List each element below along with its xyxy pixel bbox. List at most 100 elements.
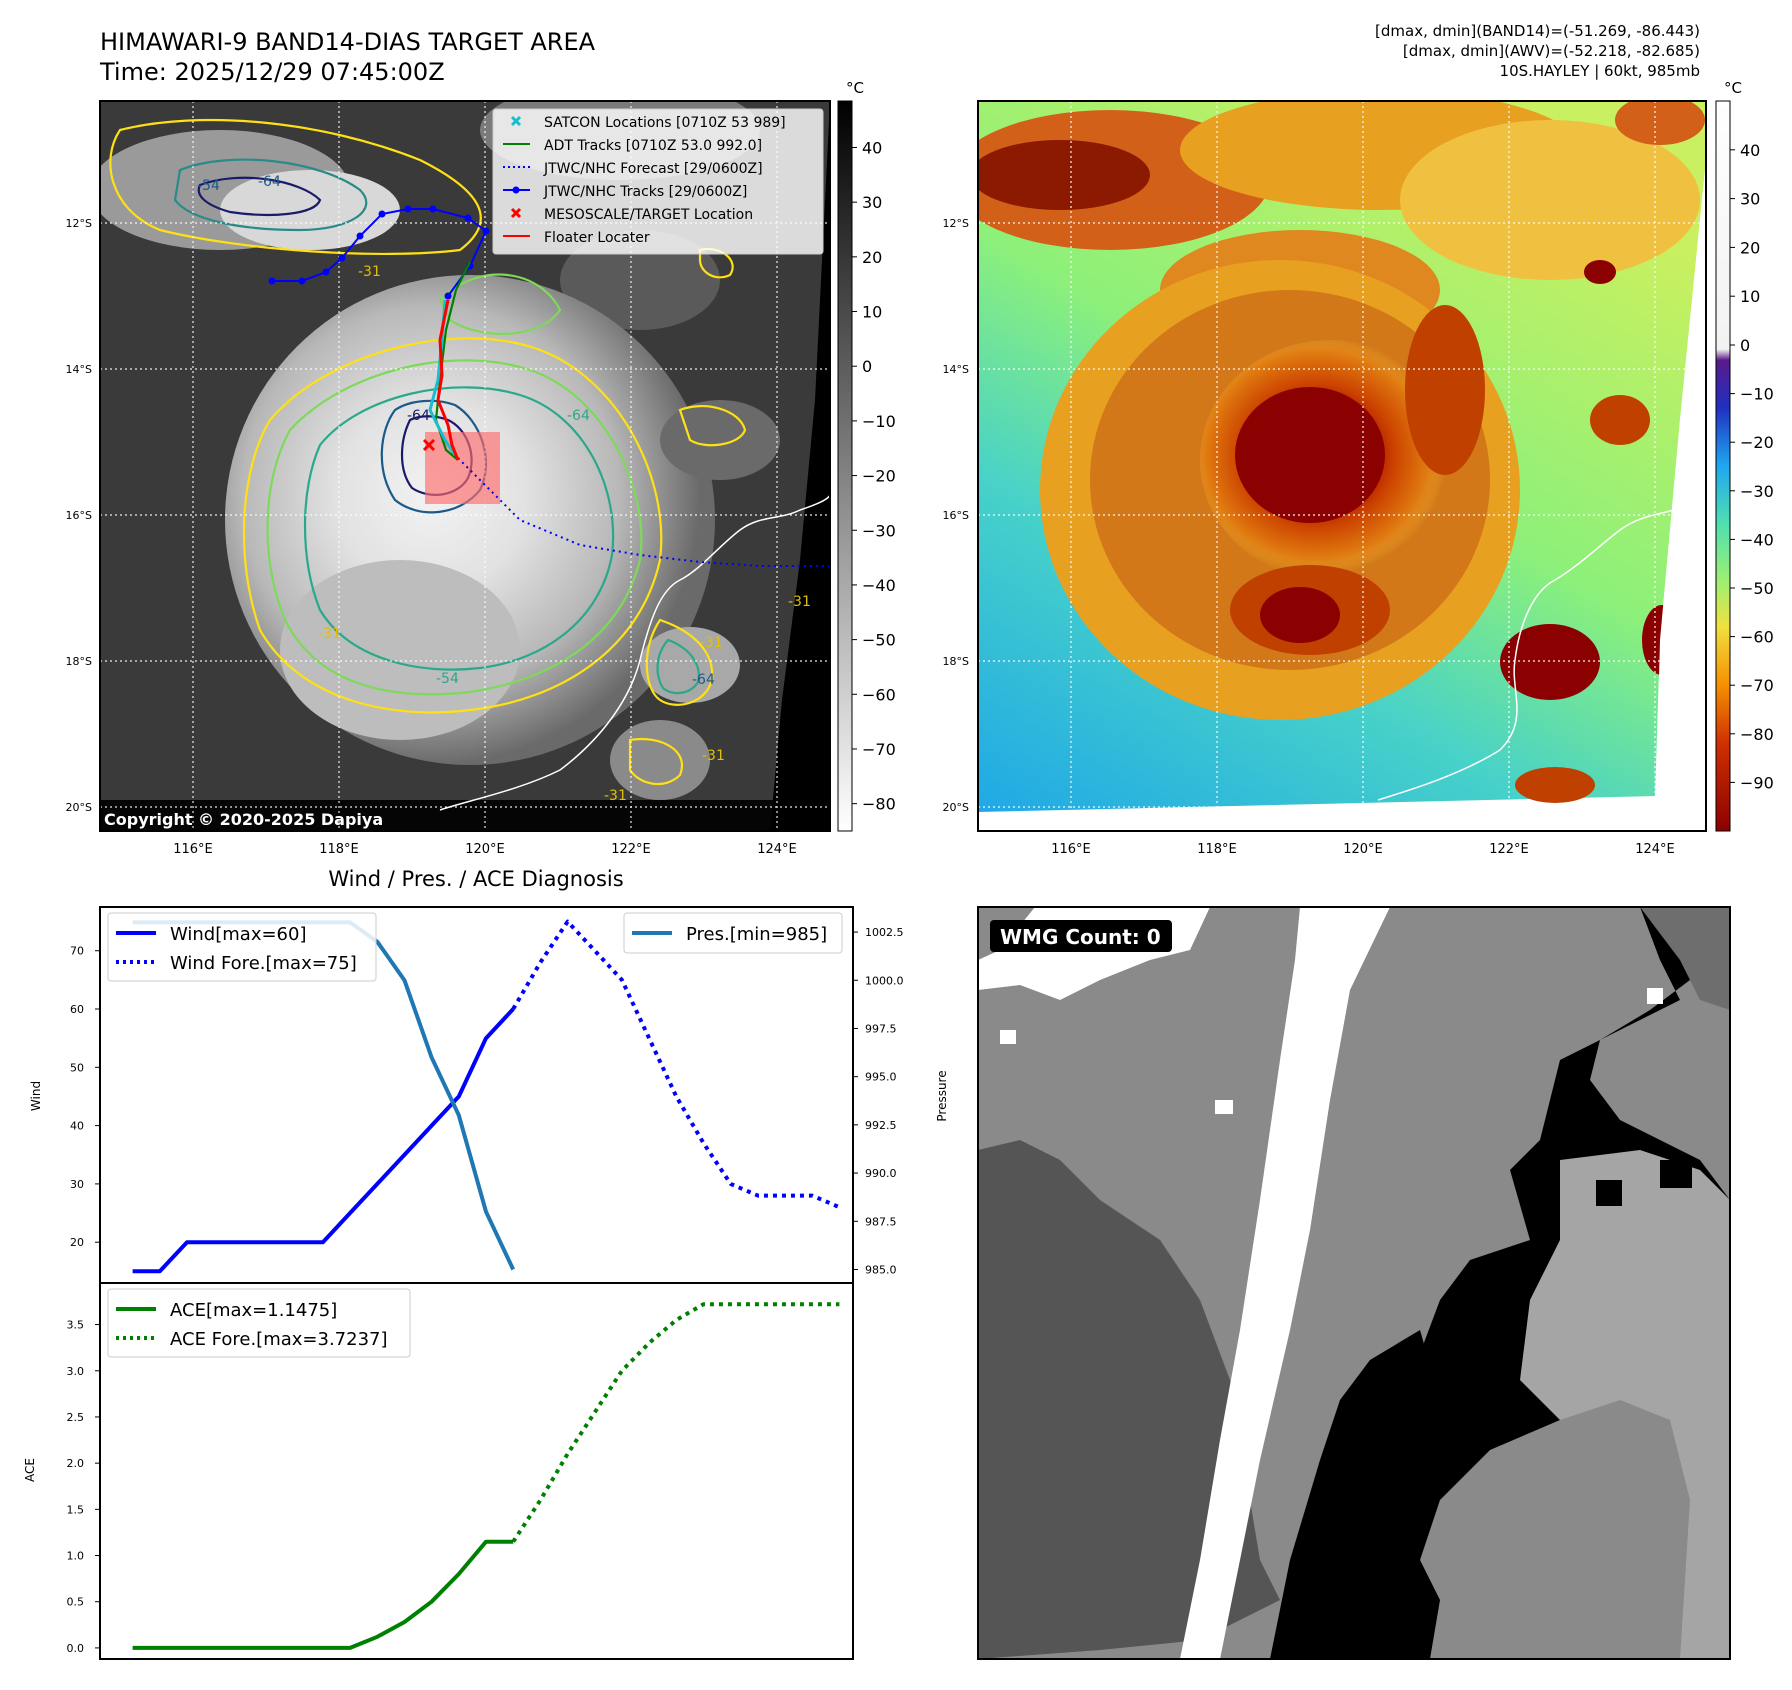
y2-tick-label: 987.5 bbox=[865, 1215, 897, 1228]
y-tick-label: 3.5 bbox=[67, 1319, 85, 1332]
figure-time: Time: 2025/12/29 07:45:00Z bbox=[100, 58, 445, 86]
colorbar-tick-label: 10 bbox=[1740, 287, 1760, 306]
lon-label: 120°E bbox=[465, 842, 505, 857]
colorbar-unit: °C bbox=[1724, 79, 1742, 97]
y2-tick-label: 995.0 bbox=[865, 1071, 897, 1084]
y-tick-label: 1.5 bbox=[67, 1503, 85, 1516]
y-tick-label: 20 bbox=[70, 1236, 84, 1249]
colorbar-tick-label: −20 bbox=[1740, 433, 1774, 452]
contour-label: -54 bbox=[197, 178, 220, 194]
stats-line-1: [dmax, dmin](BAND14)=(-51.269, -86.443) bbox=[1375, 22, 1700, 40]
y-tick-label: 0.5 bbox=[67, 1596, 85, 1609]
y-tick-label: 2.0 bbox=[67, 1457, 85, 1470]
colorbar-tick-label: −50 bbox=[862, 631, 896, 650]
y2-tick-label: 1000.0 bbox=[865, 974, 904, 987]
legend-label: ADT Tracks [0710Z 53.0 992.0] bbox=[544, 138, 762, 154]
colorbar-tick-label: −60 bbox=[862, 685, 896, 704]
lat-label: 12°S bbox=[943, 217, 969, 230]
tl-lon-labels: 116°E 118°E 120°E 122°E 124°E bbox=[173, 842, 797, 857]
copyright-text: Copyright © 2020-2025 Dapiya bbox=[104, 810, 383, 829]
lat-label: 12°S bbox=[66, 217, 92, 230]
lat-label: 18°S bbox=[66, 655, 92, 668]
pressure-axis-label: Pressure bbox=[935, 1070, 949, 1121]
contour-label: -31 bbox=[358, 264, 381, 280]
contour-label: -64 bbox=[692, 672, 715, 688]
legend-label: MESOSCALE/TARGET Location bbox=[544, 207, 753, 223]
y-tick-label: 60 bbox=[70, 1003, 84, 1016]
legend-label: Pres.[min=985] bbox=[686, 924, 827, 945]
lon-label: 122°E bbox=[611, 842, 651, 857]
lat-label: 18°S bbox=[943, 655, 969, 668]
y-tick-label: 0.0 bbox=[67, 1642, 85, 1655]
colorbar-tick-label: 20 bbox=[1740, 238, 1760, 257]
colorbar-tick-label: −20 bbox=[862, 467, 896, 486]
series-line-1 bbox=[511, 1302, 840, 1543]
colorbar-tick-label: 40 bbox=[862, 138, 882, 157]
awv-color-map bbox=[978, 101, 1706, 831]
legend-target-icon bbox=[510, 207, 522, 219]
colorbar-tick-label: 10 bbox=[862, 303, 882, 322]
lon-label: 116°E bbox=[1051, 842, 1091, 857]
lat-label: 14°S bbox=[66, 363, 92, 376]
tl-lat-labels: 12°S 14°S 16°S 18°S 20°S bbox=[66, 217, 92, 814]
contour-label: -31 bbox=[604, 788, 627, 804]
lon-label: 116°E bbox=[173, 842, 213, 857]
wind-axis-label: Wind bbox=[29, 1081, 43, 1111]
diagnosis-title: Wind / Pres. / ACE Diagnosis bbox=[328, 867, 623, 891]
series-line-1 bbox=[511, 919, 841, 1210]
contour-label: -54 bbox=[436, 671, 459, 687]
colorbar-tick-label: −30 bbox=[1740, 482, 1774, 501]
lat-label: 16°S bbox=[66, 509, 92, 522]
floater-locater-track bbox=[436, 299, 460, 461]
colorbar-tick-label: −10 bbox=[862, 412, 896, 431]
legend-label: JTWC/NHC Forecast [29/0600Z] bbox=[543, 161, 763, 177]
legend-satcon-icon bbox=[510, 115, 522, 127]
stats-line-2: [dmax, dmin](AWV)=(-52.218, -82.685) bbox=[1402, 42, 1700, 60]
legend-label: JTWC/NHC Tracks [29/0600Z] bbox=[543, 184, 747, 200]
tr-lat-labels: 12°S 14°S 16°S 18°S 20°S bbox=[943, 217, 969, 814]
color-colorbar: °C 40 30 20 10 0 −10 −20 −30 −40 −50 −60 −70 −80 −90 bbox=[1715, 79, 1774, 832]
colorbar-tick-label: −50 bbox=[1740, 579, 1774, 598]
legend-label: ACE Fore.[max=3.7237] bbox=[170, 1329, 388, 1350]
colorbar-tick-label: 0 bbox=[1740, 336, 1750, 355]
ace-axis-label: ACE bbox=[23, 1458, 37, 1482]
lat-label: 20°S bbox=[66, 801, 92, 814]
contour-label: -64 bbox=[567, 408, 590, 424]
legend-label: ACE[max=1.1475] bbox=[170, 1300, 337, 1321]
y2-tick-label: 985.0 bbox=[865, 1264, 897, 1277]
colorbar-unit: °C bbox=[846, 79, 864, 97]
colorbar-tick-label: −40 bbox=[1740, 530, 1774, 549]
lon-label: 122°E bbox=[1489, 842, 1529, 857]
gray-colorbar: °C 40 30 20 10 0 −10 −20 −30 −40 −50 −60 −70 −80 bbox=[837, 79, 896, 832]
pressure-legend: Pres.[min=985] bbox=[623, 912, 843, 954]
legend-tracks-icon bbox=[503, 186, 530, 194]
lon-label: 118°E bbox=[319, 842, 359, 857]
colorbar-tick-label: 20 bbox=[862, 248, 882, 267]
wmg-count-label: WMG Count: 0 bbox=[1000, 925, 1161, 949]
colorbar-tick-label: −80 bbox=[1740, 725, 1774, 744]
map-legend: SATCON Locations [0710Z 53 989] ADT Trac… bbox=[492, 108, 824, 255]
contour-label: -64 bbox=[407, 408, 430, 424]
y-tick-label: 30 bbox=[70, 1178, 84, 1191]
figure-title: HIMAWARI-9 BAND14-DIAS TARGET AREA bbox=[100, 28, 596, 56]
colorbar-tick-label: −70 bbox=[862, 740, 896, 759]
y-tick-label: 70 bbox=[70, 945, 84, 958]
legend-label: Floater Locater bbox=[544, 230, 650, 246]
wind-legend: Wind[max=60] Wind Fore.[max=75] bbox=[107, 912, 377, 982]
y-tick-label: 1.0 bbox=[67, 1550, 85, 1563]
colorbar-tick-label: −60 bbox=[1740, 628, 1774, 647]
contour-label: -31 bbox=[702, 748, 725, 764]
colorbar-tick-label: −10 bbox=[1740, 385, 1774, 404]
lon-label: 124°E bbox=[1635, 842, 1675, 857]
y2-tick-label: 1002.5 bbox=[865, 926, 904, 939]
target-marker bbox=[422, 438, 436, 452]
series-line-0 bbox=[132, 1007, 515, 1274]
legend-label: Wind[max=60] bbox=[170, 924, 307, 945]
y-tick-label: 40 bbox=[70, 1120, 84, 1133]
colorbar-tick-label: −70 bbox=[1740, 676, 1774, 695]
y2-tick-label: 997.5 bbox=[865, 1022, 897, 1035]
series-line-0 bbox=[132, 1539, 514, 1650]
y-tick-label: 3.0 bbox=[67, 1365, 85, 1378]
stats-line-3: 10S.HAYLEY | 60kt, 985mb bbox=[1499, 62, 1700, 80]
